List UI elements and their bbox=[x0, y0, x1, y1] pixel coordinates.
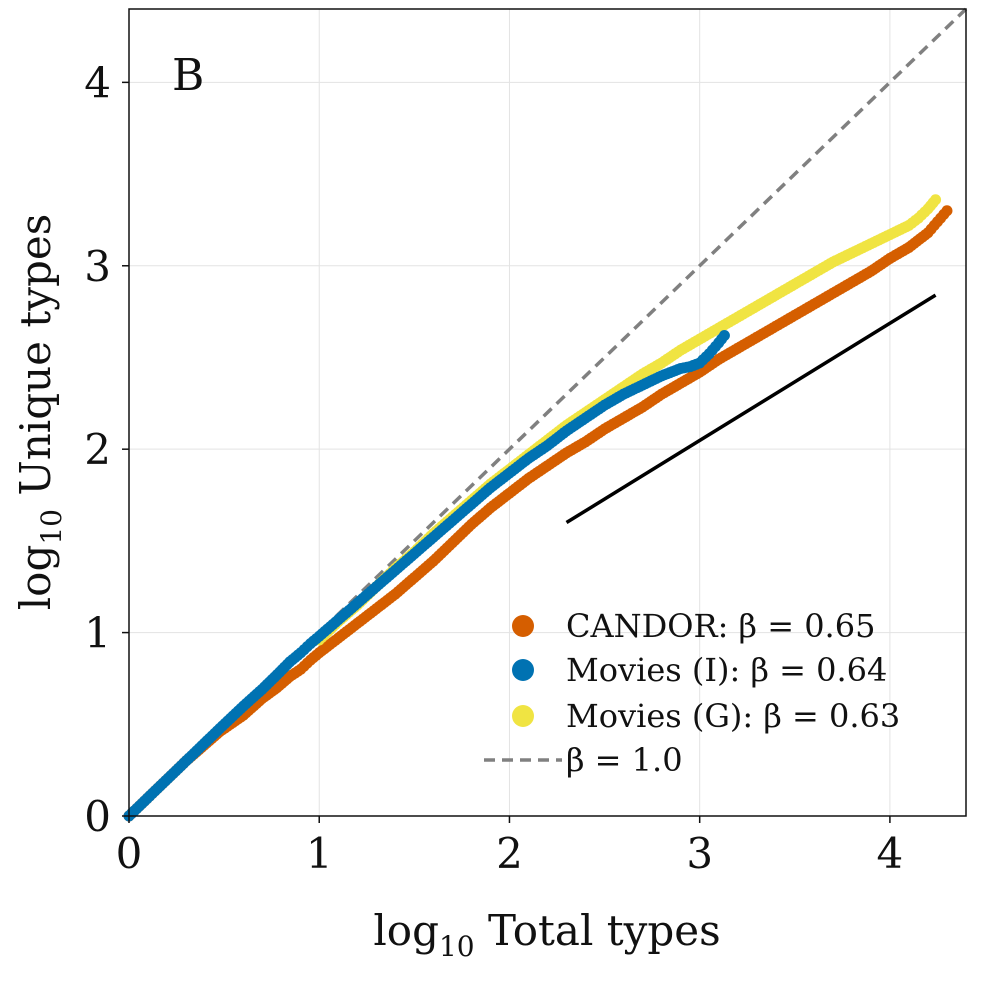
x-axis-label-subscript: 10 bbox=[439, 930, 475, 963]
data-point-candor bbox=[941, 205, 953, 217]
x-axis-label: log10 Total types bbox=[373, 906, 720, 963]
y-axis-label: log10 Unique types bbox=[11, 214, 68, 611]
series-movies-i bbox=[123, 329, 730, 822]
reference-line bbox=[127, 7, 968, 818]
y-tick-label: 3 bbox=[84, 242, 111, 291]
legend-label-reference: β = 1.0 bbox=[566, 741, 683, 779]
reference-line-layer bbox=[127, 7, 968, 818]
data-points bbox=[123, 194, 953, 822]
y-axis-label-text: Unique types bbox=[11, 214, 60, 496]
x-axis-label-text: Total types bbox=[488, 906, 721, 955]
x-tick-label: 2 bbox=[496, 829, 523, 878]
x-tick-label: 0 bbox=[116, 829, 143, 878]
x-tick-label: 3 bbox=[686, 829, 713, 878]
y-tick-label: 1 bbox=[84, 609, 111, 658]
y-axis-label-prefix: log bbox=[11, 545, 60, 611]
legend-label-movies-i: Movies (I): β = 0.64 bbox=[566, 651, 887, 689]
slope-line-layer bbox=[565, 293, 937, 525]
legend: CANDOR: β = 0.65 Movies (I): β = 0.64 Mo… bbox=[484, 607, 900, 779]
y-tick-label: 4 bbox=[84, 58, 111, 107]
y-axis-label-subscript: 10 bbox=[35, 509, 68, 545]
data-point-movies-g bbox=[930, 194, 942, 206]
y-tick-label: 2 bbox=[84, 425, 111, 474]
legend-label-candor: CANDOR: β = 0.65 bbox=[566, 607, 875, 645]
legend-marker-movies-g bbox=[512, 705, 534, 727]
x-tick-label: 4 bbox=[877, 829, 904, 878]
axis-ticks: 0 1 2 3 4 0 1 2 3 4 bbox=[84, 58, 903, 878]
panel-label: B bbox=[172, 50, 204, 101]
x-axis-label-prefix: log bbox=[373, 906, 439, 955]
legend-label-movies-g: Movies (G): β = 0.63 bbox=[566, 697, 900, 735]
plot-frame bbox=[128, 8, 967, 817]
x-tick-label: 1 bbox=[306, 829, 333, 878]
y-tick-label: 0 bbox=[84, 792, 111, 841]
slope-line bbox=[565, 293, 937, 525]
legend-marker-movies-i bbox=[512, 659, 534, 681]
data-point-movies-i bbox=[718, 329, 730, 341]
legend-marker-candor bbox=[512, 615, 534, 637]
